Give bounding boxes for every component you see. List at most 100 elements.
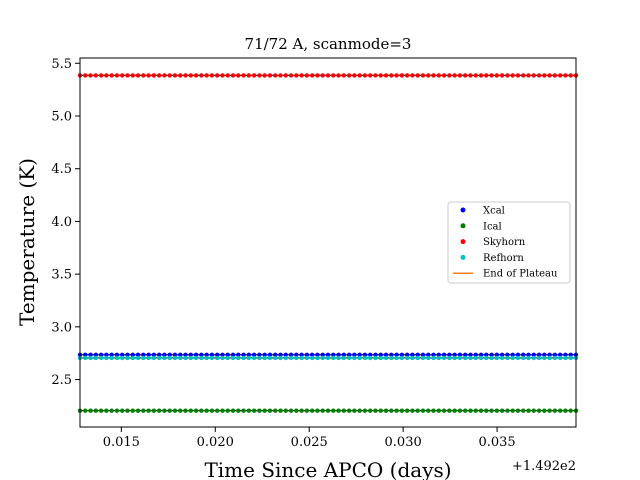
chart-title: 71/72 A, scanmode=3 xyxy=(245,35,412,53)
skyhorn-point xyxy=(399,73,405,78)
refhorn-point xyxy=(394,355,399,361)
ical-point xyxy=(294,408,299,413)
skyhorn-point xyxy=(199,73,204,78)
ical-point xyxy=(304,408,310,413)
refhorn-point xyxy=(167,355,172,361)
x-axis-label: Time Since APCO (days) xyxy=(204,458,451,480)
xcal-point xyxy=(521,352,526,357)
refhorn-point xyxy=(135,355,141,361)
xcal-point xyxy=(331,352,336,357)
skyhorn-point xyxy=(484,73,489,78)
xcal-point xyxy=(478,352,484,357)
y-tick-label: 5.5 xyxy=(51,57,72,72)
ical-point xyxy=(468,408,473,413)
skyhorn-point xyxy=(273,73,278,78)
refhorn-point xyxy=(410,355,415,361)
xcal-point xyxy=(320,352,325,357)
skyhorn-point xyxy=(457,73,463,78)
xcal-point xyxy=(120,352,125,357)
skyhorn-point xyxy=(383,73,389,78)
xcal-point xyxy=(251,352,257,357)
xcal-point xyxy=(273,352,278,357)
skyhorn-point xyxy=(193,73,199,78)
refhorn-point xyxy=(357,355,362,361)
skyhorn-point xyxy=(394,73,399,78)
xcal-point xyxy=(294,352,299,357)
skyhorn-point xyxy=(420,73,426,78)
ical-point xyxy=(357,408,362,413)
xcal-point xyxy=(399,352,405,357)
xcal-point xyxy=(241,352,246,357)
ical-point xyxy=(204,408,209,413)
xcal-point xyxy=(246,352,252,357)
skyhorn-point xyxy=(236,73,241,78)
xcal-point xyxy=(178,352,183,357)
refhorn-point xyxy=(441,355,447,361)
xcal-point xyxy=(183,352,188,357)
ical-point xyxy=(526,408,531,413)
refhorn-point xyxy=(125,355,130,361)
xcal-point xyxy=(204,352,209,357)
ical-point xyxy=(199,408,204,413)
y-axis-ticks: 2.5 3.0 3.5 4.0 4.5 5.0 5.5 xyxy=(51,57,80,388)
xcal-point xyxy=(336,352,341,357)
ical-point xyxy=(499,408,505,413)
xcal-point xyxy=(457,352,463,357)
refhorn-point xyxy=(98,355,104,361)
refhorn-point xyxy=(373,355,378,361)
refhorn-point xyxy=(273,355,278,361)
refhorn-point xyxy=(431,355,436,361)
ical-point xyxy=(378,408,383,413)
refhorn-point xyxy=(178,355,183,361)
refhorn-point xyxy=(304,355,310,361)
ical-point xyxy=(536,408,542,413)
xcal-point xyxy=(299,352,304,357)
x-tick-label: 0.015 xyxy=(103,435,140,450)
xcal-point xyxy=(557,352,563,357)
refhorn-point xyxy=(426,355,431,361)
x-tick-label: 0.030 xyxy=(385,435,422,450)
ical-point xyxy=(130,408,135,413)
refhorn-point xyxy=(404,355,410,361)
xcal-point xyxy=(193,352,199,357)
skyhorn-point xyxy=(278,73,283,78)
ical-point xyxy=(188,408,194,413)
ical-point xyxy=(431,408,436,413)
ical-point xyxy=(114,408,120,413)
refhorn-point xyxy=(420,355,426,361)
xcal-point xyxy=(130,352,135,357)
refhorn-point xyxy=(489,355,494,361)
skyhorn-point xyxy=(389,73,394,78)
skyhorn-point xyxy=(257,73,262,78)
ical-point xyxy=(320,408,325,413)
refhorn-point xyxy=(257,355,262,361)
refhorn-point xyxy=(346,355,352,361)
ical-point xyxy=(389,408,394,413)
ical-point xyxy=(309,408,315,413)
x-tick-label: 0.025 xyxy=(291,435,328,450)
ical-point xyxy=(484,408,489,413)
refhorn-point xyxy=(193,355,199,361)
skyhorn-point xyxy=(441,73,447,78)
xcal-point xyxy=(473,352,478,357)
refhorn-point xyxy=(114,355,120,361)
plot-frame xyxy=(79,57,577,428)
skyhorn-point xyxy=(88,73,93,78)
ical-point xyxy=(141,408,146,413)
ical-point xyxy=(331,408,336,413)
refhorn-point xyxy=(499,355,505,361)
ical-point xyxy=(436,408,442,413)
y-axis-label: Temperature (K) xyxy=(15,158,39,326)
refhorn-point xyxy=(130,355,135,361)
xcal-point xyxy=(431,352,436,357)
skyhorn-point xyxy=(557,73,563,78)
refhorn-point xyxy=(536,355,542,361)
xcal-point xyxy=(141,352,146,357)
ical-point xyxy=(183,408,188,413)
ical-point xyxy=(172,408,178,413)
y-tick-label: 3.5 xyxy=(51,268,72,283)
legend-ical-marker xyxy=(460,223,466,229)
xcal-point xyxy=(373,352,378,357)
skyhorn-point xyxy=(183,73,188,78)
skyhorn-point xyxy=(510,73,515,78)
